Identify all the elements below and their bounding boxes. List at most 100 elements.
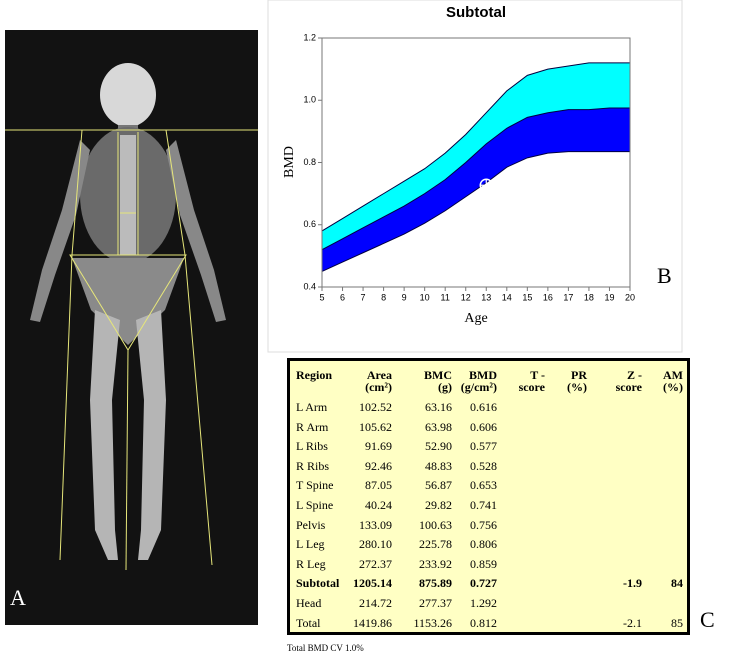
- table-cell: L Arm: [296, 400, 328, 414]
- table-cell: -1.9: [623, 576, 642, 591]
- table-cell: 875.89: [419, 576, 452, 591]
- patient-cross: [480, 179, 493, 192]
- table-cell: 87.05: [365, 478, 392, 493]
- table-cell: 63.16: [425, 400, 452, 414]
- table-cell: L Spine: [296, 498, 334, 512]
- table-cell: 52.90: [425, 439, 452, 454]
- x-tick-label: 12: [461, 292, 471, 302]
- table-cell: R Ribs: [296, 458, 330, 473]
- x-tick-label: 19: [604, 292, 614, 302]
- table-cell: 1.292: [470, 596, 497, 610]
- table-cell: 0.727: [470, 576, 497, 591]
- band: [322, 108, 630, 272]
- table-cell: 0.859: [470, 556, 497, 571]
- panel-label: A: [10, 585, 26, 610]
- table-cell: L Ribs: [296, 439, 328, 454]
- table-cell: AM (%): [663, 368, 683, 394]
- table-cell: 1205.14: [353, 576, 392, 591]
- table-cell: 40.24: [365, 498, 392, 512]
- chart-title: Subtotal: [446, 4, 506, 21]
- dxa-scan: A: [5, 30, 258, 625]
- y-axis-label: BMD: [282, 146, 297, 178]
- table-cell: L Leg: [296, 537, 325, 552]
- table-cell: 0.812: [470, 615, 497, 630]
- table-cell: 0.528: [470, 458, 497, 473]
- table-cell: 272.37: [359, 556, 392, 571]
- x-tick-label: 15: [522, 292, 532, 302]
- table-cell: 0.616: [470, 400, 497, 414]
- x-tick-label: 11: [441, 292, 450, 302]
- table-cell: 85: [671, 615, 683, 630]
- curve: [321, 62, 630, 232]
- table-cell: Subtotal: [296, 576, 340, 591]
- table-cell: 29.82: [425, 498, 452, 512]
- table-cell: R Leg: [296, 556, 326, 571]
- x-tick-label: 9: [402, 292, 407, 302]
- results-table: Region Area (cm²) BMC (g) BMD (g/cm²) T - sc…: [287, 358, 690, 635]
- x-tick-label: 13: [481, 292, 491, 302]
- table-cell: Pelvis: [296, 517, 326, 532]
- curve: [321, 151, 630, 272]
- y-tick-label: 1.2: [303, 32, 316, 42]
- region-lines: [5, 129, 258, 571]
- table-cell: 280.10: [359, 537, 392, 552]
- table-cell: BMC (g): [424, 368, 452, 394]
- x-axis-label: Age: [464, 311, 487, 326]
- table-cell: 0.806: [470, 537, 497, 552]
- x-tick-label: 20: [625, 292, 635, 302]
- table-cell: 105.62: [359, 419, 392, 434]
- table-cell: 91.69: [365, 439, 392, 454]
- plot-frame: [321, 37, 631, 288]
- table-cell: Z - score: [615, 368, 642, 394]
- table-cell: Head: [296, 596, 322, 610]
- x-tick-label: 8: [381, 292, 386, 302]
- curve: [321, 107, 630, 251]
- table-cell: 1419.86: [353, 615, 392, 630]
- x-tick-label: 17: [563, 292, 573, 302]
- table-cell: R Arm: [296, 419, 329, 434]
- y-tick-label: 1.0: [303, 95, 316, 105]
- table-cell: T Spine: [296, 478, 334, 493]
- table-cell: 0.577: [470, 439, 497, 454]
- table-cell: Area (cm²): [365, 368, 392, 394]
- table-cell: 100.63: [419, 517, 452, 532]
- table-cell: Total: [296, 615, 321, 630]
- table-cell: 84: [671, 576, 683, 591]
- table-cell: 0.741: [470, 498, 497, 512]
- table-cell: 63.98: [425, 419, 452, 434]
- table-cell: 0.606: [470, 419, 497, 434]
- table-cell: 133.09: [359, 517, 392, 532]
- table-cell: T - score: [518, 368, 545, 394]
- x-tick-label: 5: [319, 292, 324, 302]
- table-cell: 56.87: [425, 478, 452, 493]
- x-tick-label: 7: [361, 292, 366, 302]
- table-cell: 0.756: [470, 517, 497, 532]
- table-cell: 102.52: [359, 400, 392, 414]
- table-footer: Total BMD CV 1.0%: [287, 643, 364, 653]
- y-tick-label: 0.4: [303, 281, 316, 291]
- y-tick-label: 0.6: [303, 219, 316, 229]
- y-tick-label: 0.8: [303, 157, 316, 167]
- x-tick-label: 10: [420, 292, 430, 302]
- x-tick-label: 16: [543, 292, 553, 302]
- table-cell: 48.83: [425, 458, 452, 473]
- patient-point: [479, 178, 494, 192]
- table-cell: 214.72: [359, 596, 392, 610]
- table-cell: 233.92: [419, 556, 452, 571]
- panel-label: C: [700, 607, 715, 632]
- x-tick-label: 6: [340, 292, 345, 302]
- table-cell: 225.78: [419, 537, 452, 552]
- table-cell: Region: [296, 368, 332, 382]
- table-cell: 1153.26: [413, 615, 452, 630]
- chart-panel: [267, 0, 683, 353]
- table-cell: 0.653: [470, 478, 497, 493]
- table-cell: PR (%): [567, 368, 587, 394]
- table-cell: 277.37: [419, 596, 452, 610]
- x-tick-label: 14: [502, 292, 512, 302]
- table-cell: 92.46: [365, 458, 392, 473]
- x-tick-label: 18: [584, 292, 594, 302]
- table-cell: -2.1: [623, 615, 642, 630]
- band: [322, 62, 630, 250]
- table-cell: BMD (g/cm²): [460, 368, 497, 394]
